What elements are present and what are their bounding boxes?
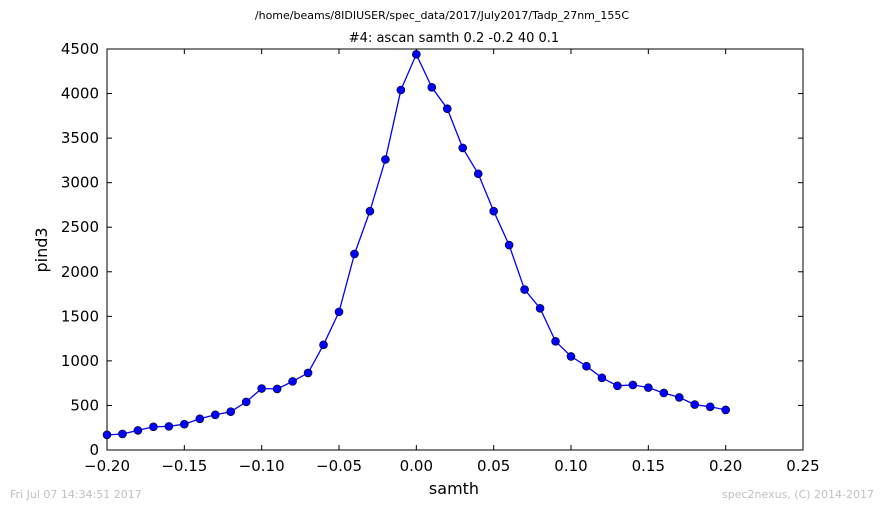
- data-point: [149, 422, 158, 432]
- data-point: [365, 206, 375, 216]
- data-point: [272, 384, 282, 394]
- data-point: [721, 405, 730, 415]
- data-point: [628, 380, 638, 390]
- y-tick-label: 2500: [61, 218, 99, 236]
- x-axis-label: samth: [429, 479, 479, 498]
- data-point: [659, 388, 669, 398]
- data-point: [705, 402, 715, 412]
- data-point: [350, 249, 359, 259]
- x-tick-label: 0.00: [400, 457, 433, 475]
- data-point: [102, 430, 112, 440]
- data-point: [644, 383, 653, 392]
- data-point: [133, 426, 143, 435]
- data-point: [303, 368, 313, 378]
- data-point: [334, 307, 344, 317]
- x-tick-label: 0.10: [554, 457, 587, 475]
- data-point: [412, 50, 421, 59]
- x-tick-label: −0.10: [239, 457, 285, 475]
- y-tick-label: 4000: [61, 85, 99, 103]
- data-point: [319, 340, 328, 350]
- y-axis-label: pind3: [32, 227, 51, 272]
- x-tick-label: −0.15: [161, 457, 207, 475]
- data-point: [427, 83, 437, 92]
- y-tick-label: 3500: [61, 129, 99, 147]
- data-point: [257, 384, 266, 393]
- data-point: [442, 104, 452, 114]
- y-tick-label: 2000: [61, 263, 99, 281]
- data-point: [504, 240, 514, 250]
- data-point: [690, 400, 700, 409]
- data-point: [381, 155, 390, 164]
- data-point: [396, 85, 406, 95]
- y-axis: 0 500 1000 1500 2000 2500 3000 3500 4000 4500: [61, 40, 803, 459]
- x-tick-label: 0.05: [477, 457, 510, 475]
- data-point: [473, 169, 483, 179]
- y-tick-label: 1500: [61, 307, 99, 325]
- data-points: [102, 50, 730, 440]
- data-point: [164, 422, 174, 431]
- data-point: [210, 410, 220, 420]
- data-point: [597, 373, 607, 383]
- data-point: [582, 361, 591, 371]
- scan-title: #4: ascan samth 0.2 -0.2 40 0.1: [349, 31, 559, 46]
- y-tick-label: 4500: [61, 40, 99, 58]
- x-tick-label: 0.15: [632, 457, 665, 475]
- x-tick-label: 0.25: [786, 457, 819, 475]
- data-point: [520, 285, 529, 294]
- y-tick-label: 1000: [61, 352, 99, 370]
- x-tick-label: 0.20: [709, 457, 742, 475]
- data-point: [674, 393, 684, 402]
- footer-timestamp: Fri Jul 07 14:34:51 2017: [10, 488, 142, 501]
- data-point: [241, 397, 251, 407]
- data-point: [195, 414, 205, 424]
- data-point: [535, 304, 545, 313]
- y-tick-label: 500: [70, 396, 99, 414]
- data-point: [288, 377, 297, 386]
- data-point: [458, 143, 468, 153]
- data-point: [226, 407, 236, 416]
- plot-area: [106, 48, 804, 451]
- x-axis: −0.20 −0.15 −0.10 −0.05 0.00 0.05 0.10 0.15 0.20…: [84, 49, 820, 475]
- data-point: [566, 352, 576, 361]
- x-tick-label: −0.05: [316, 457, 362, 475]
- data-point: [613, 381, 622, 391]
- y-tick-label: 3000: [61, 174, 99, 192]
- x-tick-label: −0.20: [84, 457, 130, 475]
- y-tick-label: 0: [89, 441, 99, 459]
- file-path-title: /home/beams/8IDIUSER/spec_data/2017/July…: [255, 9, 630, 22]
- data-point: [551, 336, 560, 346]
- data-point: [180, 419, 189, 429]
- footer-credit: spec2nexus, (C) 2014-2017: [722, 488, 874, 501]
- data-point: [118, 429, 127, 439]
- data-point: [489, 206, 498, 216]
